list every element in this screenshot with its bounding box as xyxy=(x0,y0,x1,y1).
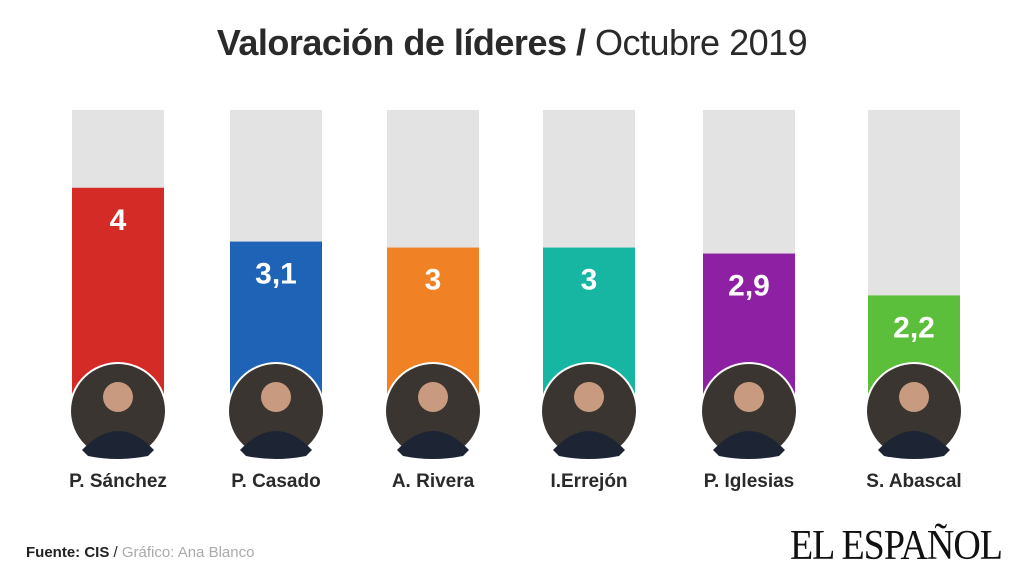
avatar-face xyxy=(574,382,604,412)
credit-label: Gráfico: Ana Blanco xyxy=(121,544,255,561)
title-subtitle: Octubre 2019 xyxy=(595,22,808,63)
value-label: 3 xyxy=(425,264,442,297)
value-label: 2,2 xyxy=(893,311,935,344)
avatar-face xyxy=(261,382,291,412)
value-label: 2,9 xyxy=(728,270,770,303)
value-label: 3 xyxy=(581,264,598,297)
category-label: P. Iglesias xyxy=(704,471,795,492)
avatar-face xyxy=(418,382,448,412)
avatar-face xyxy=(899,382,929,412)
chart-title: Valoración de líderes / Octubre 2019 xyxy=(0,22,1024,64)
avatar-suit xyxy=(240,431,312,459)
avatar-suit xyxy=(82,431,154,459)
avatar-suit xyxy=(397,431,469,459)
footer-separator: / xyxy=(109,544,122,561)
avatar-suit xyxy=(713,431,785,459)
value-label: 3,1 xyxy=(255,258,297,291)
category-label: P. Casado xyxy=(231,471,320,492)
value-label: 4 xyxy=(110,204,127,237)
avatar-face xyxy=(734,382,764,412)
footer: Fuente: CIS / Gráfico: Ana Blanco xyxy=(26,544,254,561)
title-main: Valoración de líderes xyxy=(216,22,567,63)
avatar-suit xyxy=(878,431,950,459)
source-label: Fuente: CIS xyxy=(26,544,110,561)
el-espanol-logo: EL ESPAÑOL xyxy=(789,522,1003,570)
category-label: I.Errejón xyxy=(550,471,627,492)
avatar-face xyxy=(103,382,133,412)
category-label: A. Rivera xyxy=(392,471,475,492)
category-label: P. Sánchez xyxy=(69,471,167,492)
category-label: S. Abascal xyxy=(866,471,961,492)
title-sep: / xyxy=(566,22,596,63)
avatar-suit xyxy=(553,431,625,459)
